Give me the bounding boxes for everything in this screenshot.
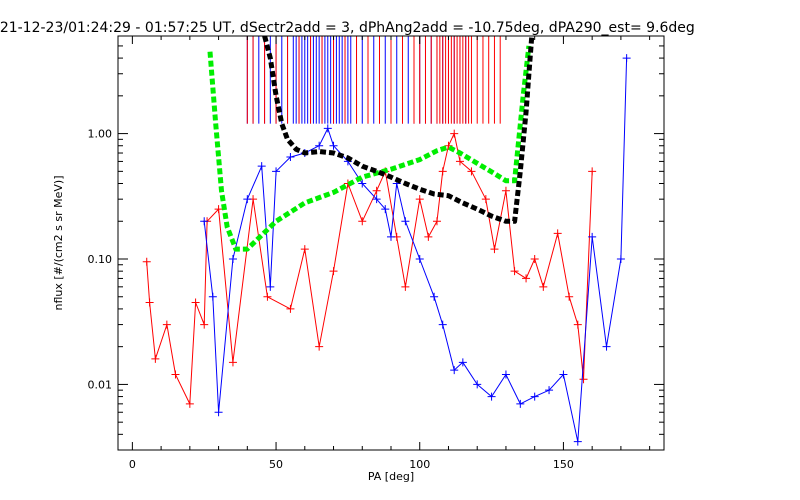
- series-1-point: [315, 141, 324, 150]
- series-1-point: [473, 380, 482, 389]
- series-1-point: [381, 205, 390, 214]
- series-1-point: [329, 141, 338, 150]
- axes: 0 50 100 150 0.01 0.10 1.00: [88, 35, 664, 471]
- series-0-point: [424, 232, 433, 241]
- series-0-point: [481, 195, 490, 204]
- series-0-point: [151, 354, 160, 363]
- series-1-point: [530, 392, 539, 401]
- series-0-point: [263, 292, 272, 301]
- series-1-point: [358, 179, 367, 188]
- series-0-point: [553, 229, 562, 238]
- series-0-point: [432, 217, 441, 226]
- series-1-point: [387, 232, 395, 241]
- series-1-point: [458, 358, 467, 367]
- x-tick-label: 150: [553, 458, 574, 471]
- x-tick-label: 100: [409, 458, 430, 471]
- series-2-line: [207, 45, 532, 252]
- series-1-point: [438, 320, 447, 329]
- series-0-point: [185, 399, 194, 408]
- x-tick-label: 50: [269, 458, 283, 471]
- series-0-point: [501, 186, 510, 195]
- series-0-point: [171, 370, 180, 379]
- y-tick-label: 0.01: [88, 378, 113, 391]
- series-1-point: [401, 217, 410, 226]
- series-0-point: [401, 282, 410, 291]
- series-0-point: [329, 267, 338, 276]
- series-1-point: [243, 195, 252, 204]
- series-0-point: [228, 358, 237, 367]
- series-0-point: [490, 245, 499, 254]
- series-1-point: [430, 292, 439, 301]
- y-tick-label: 1.00: [88, 128, 113, 141]
- series-1-point: [214, 408, 223, 417]
- series-1-point: [450, 366, 459, 375]
- series-1-point: [266, 282, 275, 291]
- series-0-point: [510, 267, 519, 276]
- series-0-point: [286, 304, 295, 313]
- series-0-point: [450, 129, 459, 138]
- series-0-point: [467, 167, 476, 176]
- series-0-point: [145, 298, 154, 307]
- series-0-point: [530, 255, 539, 264]
- series-1-line: [203, 58, 628, 443]
- series-1-point: [228, 255, 237, 264]
- series-1-point: [272, 167, 281, 176]
- series-1-point: [487, 392, 496, 401]
- series-0-point: [438, 167, 447, 176]
- y-axis-label: nflux [#/(cm2 s sr MeV)]: [52, 176, 65, 311]
- series-0-point: [315, 342, 324, 351]
- series-1-point: [545, 386, 554, 395]
- series-1-point: [588, 232, 597, 241]
- x-axis-label: PA [deg]: [368, 470, 414, 483]
- series-1-point: [208, 292, 217, 301]
- series-0-point: [191, 298, 200, 307]
- y-tick-label: 0.10: [88, 253, 113, 266]
- series-1-point: [415, 255, 424, 264]
- chart-title: 2021-12-23/01:24:29 - 01:57:25 UT, dSect…: [0, 20, 695, 36]
- series-0-point: [200, 320, 209, 329]
- series-0-point: [588, 167, 597, 176]
- series-1-point: [616, 255, 625, 264]
- top-tick-marks: [246, 36, 501, 124]
- series-layer: [142, 36, 631, 446]
- series-1-point: [323, 124, 332, 133]
- series-0-point: [300, 245, 309, 254]
- series-0-point: [579, 375, 588, 384]
- series-1-point: [602, 342, 611, 351]
- series-0-point: [142, 257, 151, 266]
- series-1-point: [372, 195, 381, 204]
- series-1-point: [286, 153, 295, 162]
- series-0-point: [565, 292, 574, 301]
- series-0-point: [522, 274, 531, 283]
- series-0-point: [573, 320, 582, 329]
- series-1-point: [559, 370, 568, 379]
- x-tick-label: 0: [129, 458, 136, 471]
- series-0-point: [358, 217, 367, 226]
- series-0-point: [415, 195, 424, 204]
- series-0-point: [455, 157, 464, 166]
- series-3-line: [262, 36, 535, 224]
- series-1-point: [257, 162, 266, 171]
- series-0-point: [162, 320, 171, 329]
- series-1-point: [501, 370, 510, 379]
- series-1-point: [622, 54, 631, 63]
- series-0-point: [214, 205, 223, 214]
- series-0-point: [539, 282, 548, 291]
- series-1-point: [516, 399, 525, 408]
- series-1-point: [200, 217, 209, 226]
- series-0-point: [372, 186, 381, 195]
- series-1-point: [573, 437, 582, 446]
